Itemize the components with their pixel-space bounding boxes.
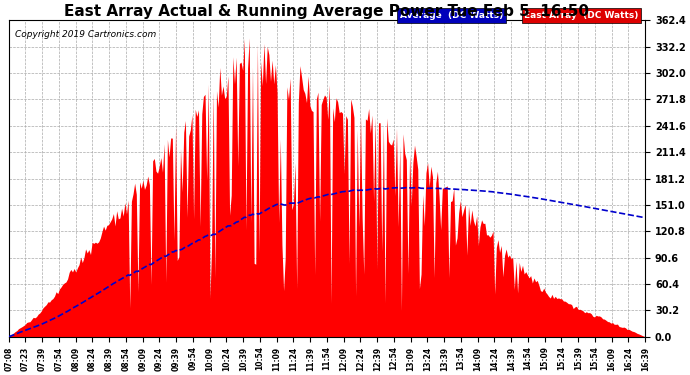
Text: Average  (DC Watts): Average (DC Watts) [400,11,504,20]
Text: East Array  (DC Watts): East Array (DC Watts) [524,11,639,20]
Title: East Array Actual & Running Average Power Tue Feb 5  16:50: East Array Actual & Running Average Powe… [64,4,589,19]
Text: Copyright 2019 Cartronics.com: Copyright 2019 Cartronics.com [15,30,156,39]
